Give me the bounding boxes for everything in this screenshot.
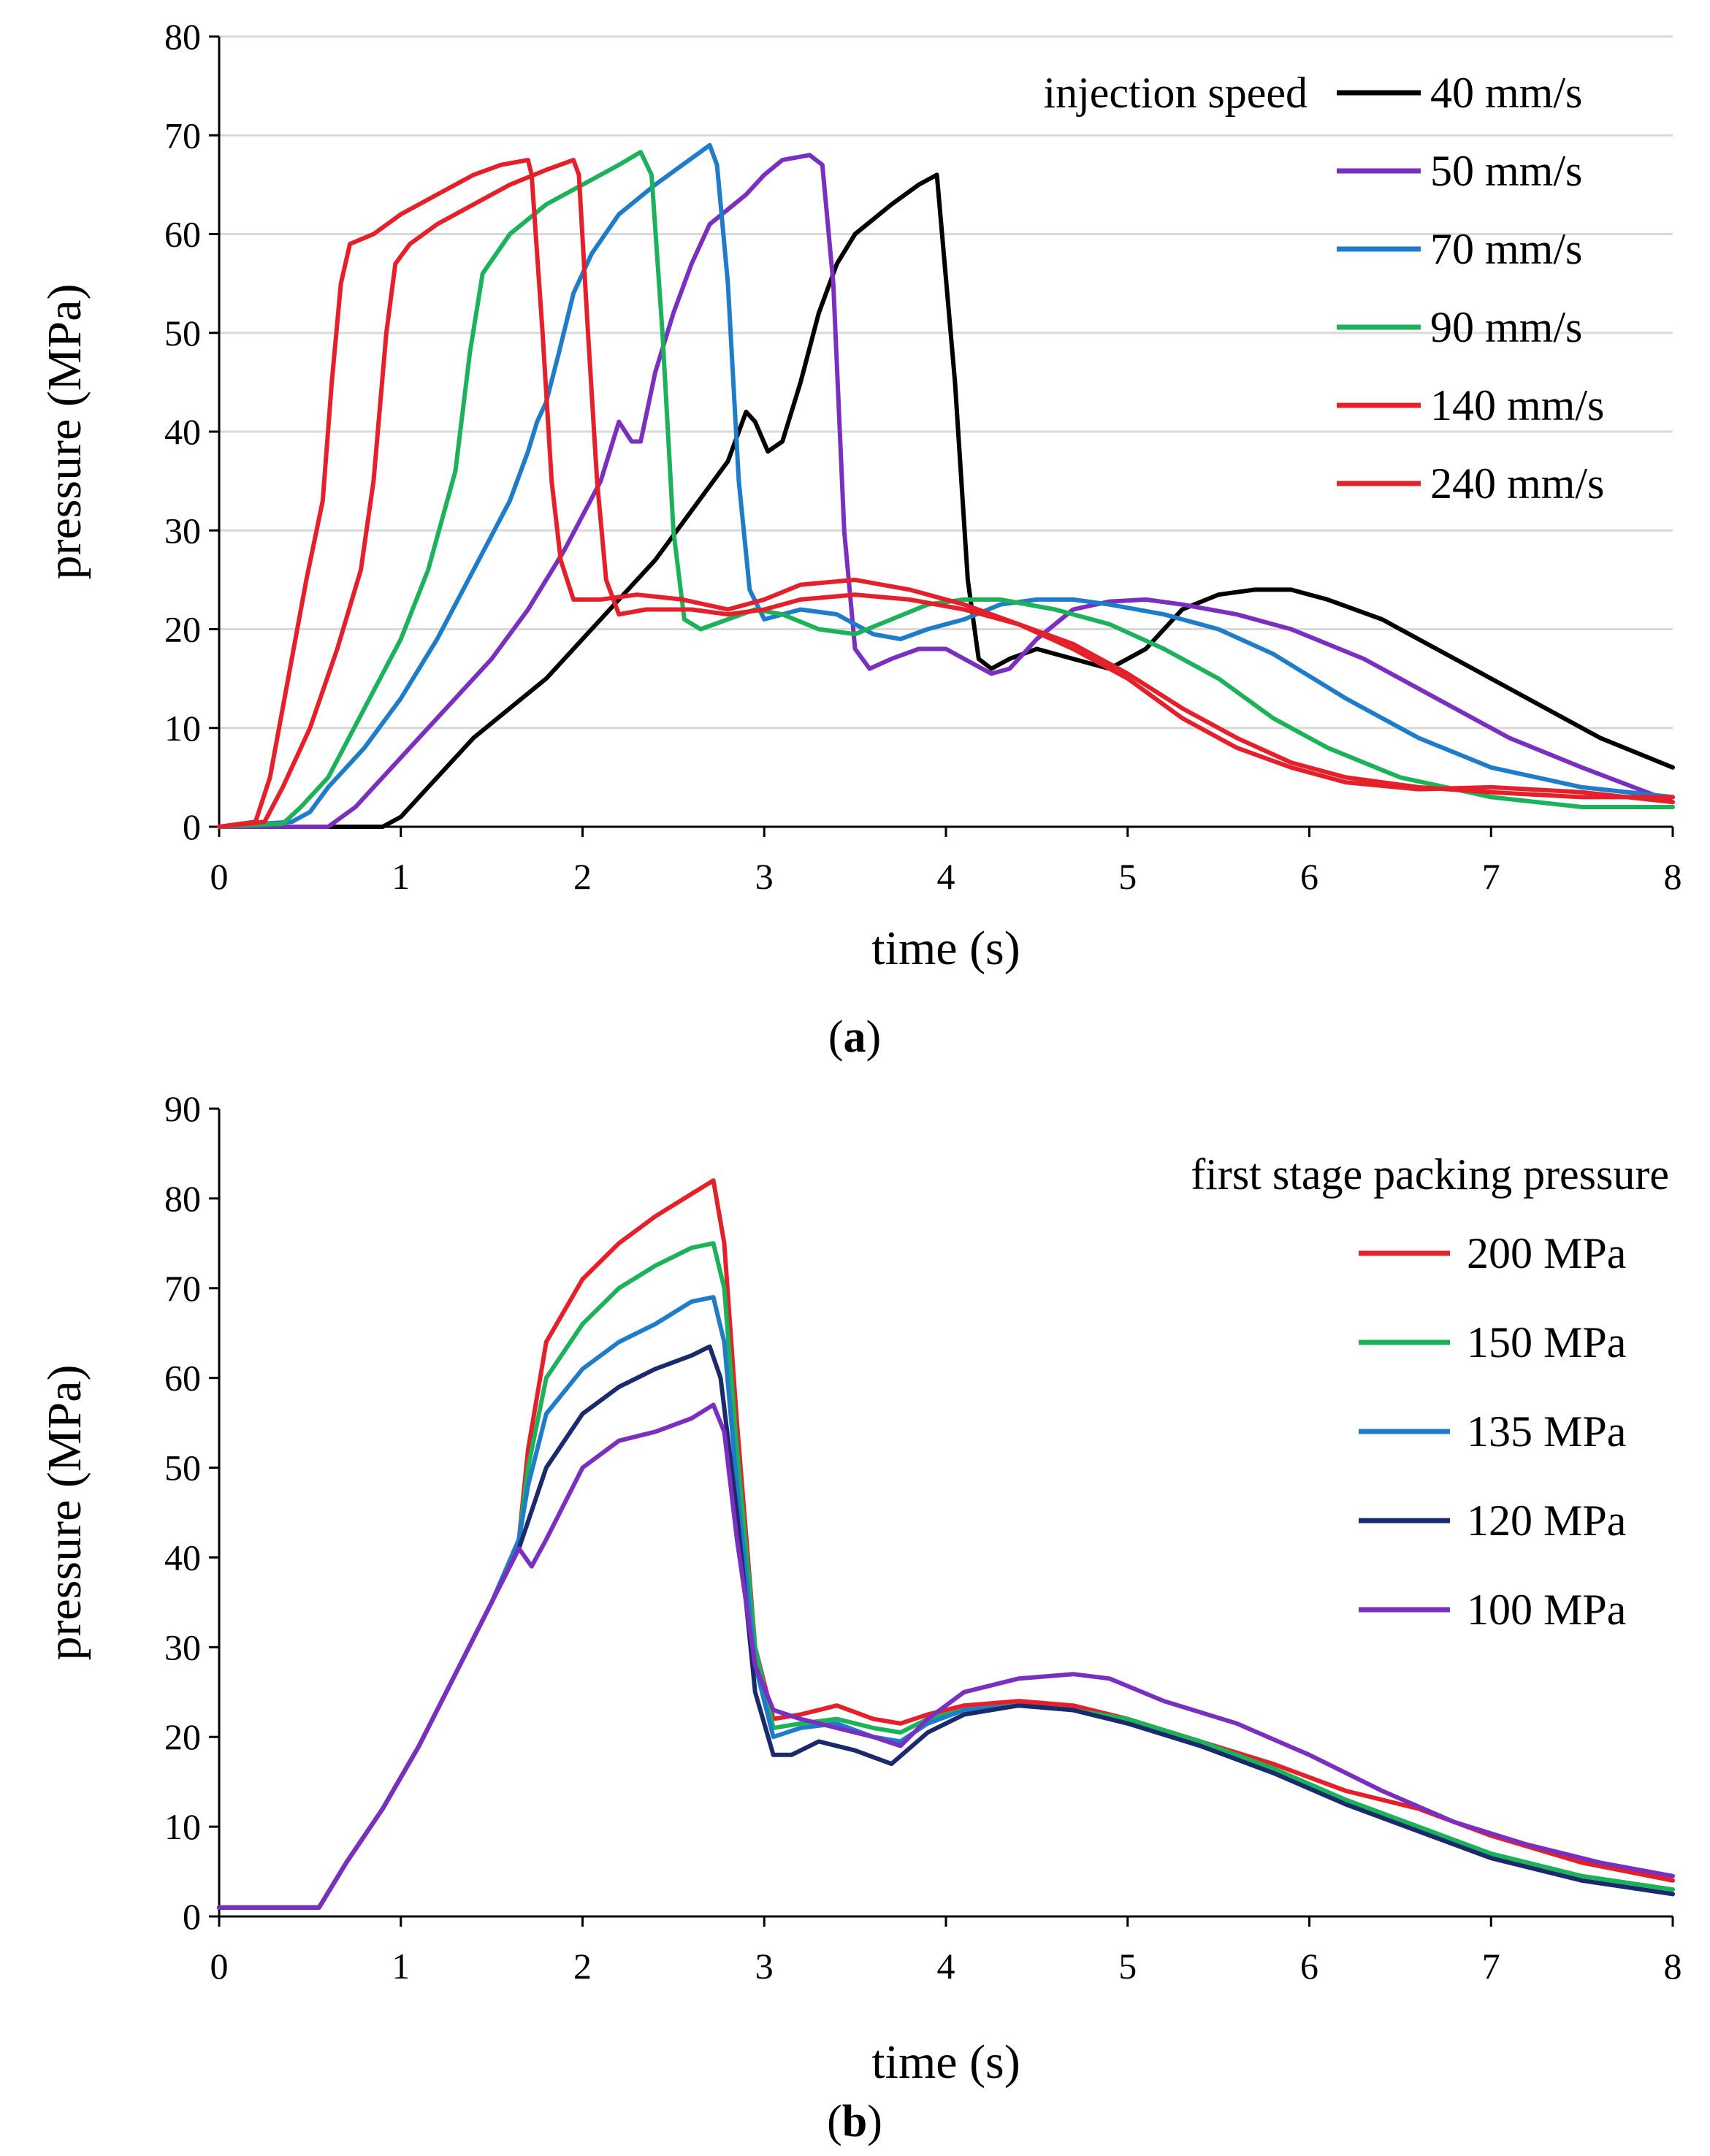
x-tick-label: 0: [210, 856, 229, 897]
y-tick-label: 10: [164, 1806, 201, 1847]
series-line-50-mm-s: [217, 153, 1675, 829]
panel-b-pressure-vs-time-packing-pressure: 0 10 20 30 40 50 60 70 80 90 0 1 2 3 4 5 6 7 8 time (s) pres…: [38, 1088, 1682, 2147]
legend-title: injection speed: [1043, 69, 1308, 117]
y-axis-label: pressure (MPa): [38, 283, 91, 579]
legend-label: 120 MPa: [1467, 1496, 1626, 1545]
legend-label: 100 MPa: [1467, 1586, 1626, 1634]
y-tick-label: 30: [164, 510, 201, 551]
series-line-150-mpa: [217, 1241, 1675, 1910]
series-line-70-mm-s: [217, 142, 1675, 829]
legend-title: first stage packing pressure: [1191, 1150, 1669, 1199]
y-tick-label: 60: [164, 214, 201, 255]
series-line-240-mm-s: [217, 158, 1675, 829]
y-tick-label: 0: [183, 1896, 201, 1937]
y-tick-label: 80: [164, 1178, 201, 1219]
y-tick-label: 60: [164, 1358, 201, 1399]
x-tick-label: 3: [755, 856, 774, 897]
x-tick-label: 4: [937, 1946, 955, 1987]
y-tick-label: 70: [164, 1268, 201, 1309]
x-tick-label: 2: [573, 856, 592, 897]
y-tick-label: 70: [164, 115, 201, 156]
x-tick-label: 7: [1482, 1946, 1500, 1987]
series-line-100-mpa: [217, 1402, 1675, 1910]
panel-caption: (a): [828, 1012, 881, 1062]
legend-label: 40 mm/s: [1430, 69, 1582, 117]
x-tick-label: 6: [1300, 1946, 1318, 1987]
y-tick-label: 10: [164, 708, 201, 749]
x-tick-label: 7: [1482, 856, 1500, 897]
x-tick-label: 2: [573, 1946, 592, 1987]
panel-a-pressure-vs-time-injection-speed: 0 10 20 30 40 50 60 70 80 0 1 2 3 4 5 6 7 8 time (s) pressu…: [38, 16, 1682, 1062]
series-line-135-mpa: [217, 1295, 1675, 1910]
x-tick-label: 1: [392, 1946, 410, 1987]
x-tick-label: 5: [1118, 1946, 1137, 1987]
x-tick-label: 8: [1664, 1946, 1682, 1987]
legend-label: 140 mm/s: [1430, 381, 1604, 429]
legend-label: 240 mm/s: [1430, 459, 1604, 508]
y-axis-label: pressure (MPa): [38, 1364, 91, 1660]
x-tick-label: 5: [1118, 856, 1137, 897]
series-line-200-mpa: [217, 1178, 1675, 1910]
x-tick-label: 6: [1300, 856, 1318, 897]
x-tick-label: 1: [392, 856, 410, 897]
y-tick-label: 40: [164, 1537, 201, 1578]
x-tick-label: 4: [937, 856, 955, 897]
x-axis-label: time (s): [871, 922, 1020, 975]
y-tick-label: 0: [183, 806, 201, 847]
series-line-40-mm-s: [217, 172, 1675, 829]
x-tick-label: 3: [755, 1946, 774, 1987]
x-tick-label: 8: [1664, 856, 1682, 897]
y-tick-label: 20: [164, 609, 201, 650]
y-tick-label: 90: [164, 1088, 201, 1129]
panel-caption: (b): [827, 2097, 882, 2147]
legend-label: 90 mm/s: [1430, 303, 1582, 351]
y-tick-label: 50: [164, 1448, 201, 1488]
y-tick-label: 30: [164, 1626, 201, 1667]
series-line-140-mm-s: [217, 158, 1675, 829]
y-tick-label: 20: [164, 1716, 201, 1757]
legend-label: 70 mm/s: [1430, 225, 1582, 273]
y-tick-label: 80: [164, 16, 201, 57]
y-tick-label: 50: [164, 313, 201, 353]
x-axis-label: time (s): [871, 2035, 1020, 2089]
legend-label: 200 MPa: [1467, 1229, 1626, 1277]
y-tick-label: 40: [164, 411, 201, 452]
legend-label: 50 mm/s: [1430, 147, 1582, 195]
legend-label: 135 MPa: [1467, 1407, 1626, 1456]
series-line-90-mm-s: [217, 150, 1675, 829]
legend-label: 150 MPa: [1467, 1318, 1626, 1366]
x-tick-label: 0: [210, 1946, 229, 1987]
